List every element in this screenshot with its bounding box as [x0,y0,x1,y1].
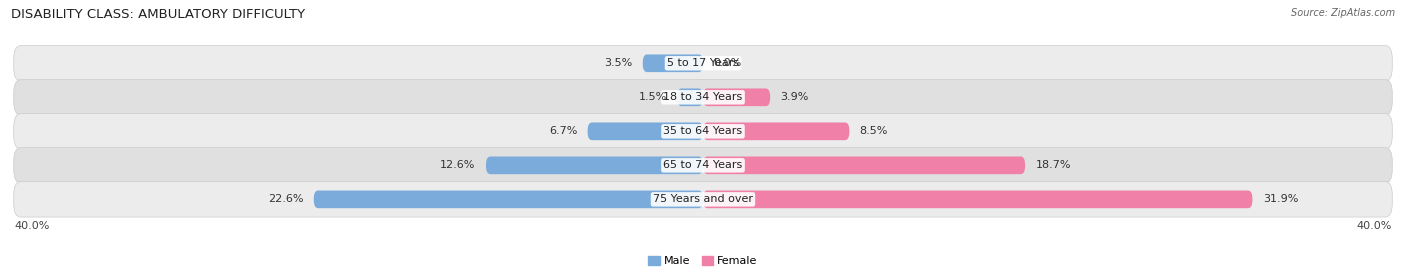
Text: 22.6%: 22.6% [269,194,304,204]
FancyBboxPatch shape [14,46,1392,81]
Text: 40.0%: 40.0% [1357,221,1392,232]
FancyBboxPatch shape [314,191,703,208]
Text: 8.5%: 8.5% [859,126,889,136]
Text: DISABILITY CLASS: AMBULATORY DIFFICULTY: DISABILITY CLASS: AMBULATORY DIFFICULTY [11,8,305,21]
FancyBboxPatch shape [14,182,1392,217]
Text: 18 to 34 Years: 18 to 34 Years [664,92,742,102]
Text: 3.9%: 3.9% [780,92,808,102]
FancyBboxPatch shape [486,157,703,174]
Legend: Male, Female: Male, Female [644,252,762,268]
FancyBboxPatch shape [703,157,1025,174]
Text: 65 to 74 Years: 65 to 74 Years [664,160,742,170]
Text: 35 to 64 Years: 35 to 64 Years [664,126,742,136]
Text: 18.7%: 18.7% [1035,160,1071,170]
Text: 12.6%: 12.6% [440,160,475,170]
FancyBboxPatch shape [588,122,703,140]
FancyBboxPatch shape [643,54,703,72]
Text: 6.7%: 6.7% [548,126,578,136]
FancyBboxPatch shape [14,148,1392,183]
FancyBboxPatch shape [703,122,849,140]
FancyBboxPatch shape [678,88,703,106]
Text: 1.5%: 1.5% [638,92,666,102]
Text: 5 to 17 Years: 5 to 17 Years [666,58,740,68]
Text: 40.0%: 40.0% [14,221,49,232]
Text: Source: ZipAtlas.com: Source: ZipAtlas.com [1291,8,1395,18]
Text: 0.0%: 0.0% [713,58,741,68]
Text: 3.5%: 3.5% [605,58,633,68]
FancyBboxPatch shape [14,114,1392,149]
FancyBboxPatch shape [14,80,1392,115]
Text: 31.9%: 31.9% [1263,194,1298,204]
Text: 75 Years and over: 75 Years and over [652,194,754,204]
FancyBboxPatch shape [703,191,1253,208]
FancyBboxPatch shape [703,88,770,106]
